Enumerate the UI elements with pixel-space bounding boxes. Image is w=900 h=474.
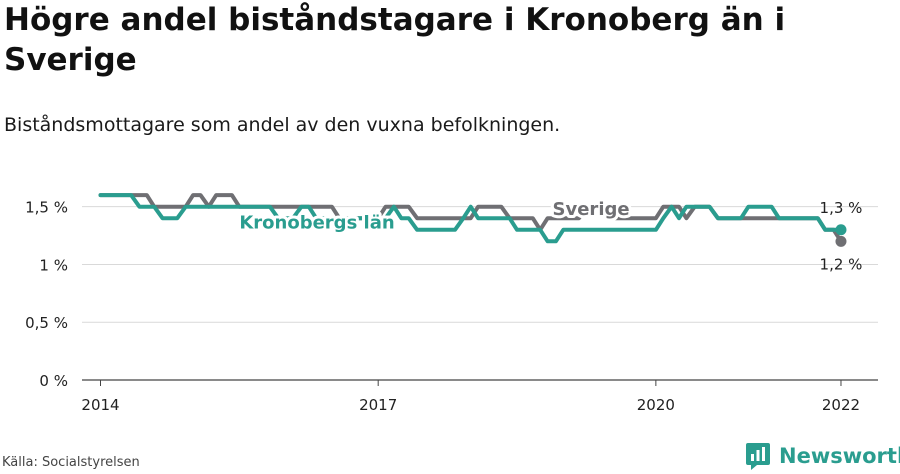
x-tick-label: 2017 [359,396,397,414]
brand-name: Newsworthy [779,444,900,468]
y-tick-label: 0,5 % [25,314,68,332]
data-label: 1,2 % [820,255,863,273]
chart-title: Högre andel biståndstagare i Kronoberg ä… [4,2,786,78]
y-tick-label: 1,5 % [25,199,68,217]
grid [82,206,878,381]
source-note: Källa: Socialstyrelsen [2,455,140,470]
series-name-label: Kronobergs län [239,213,394,234]
series-line [98,193,843,244]
series-lines [98,193,847,247]
y-tick-label: 1 % [39,256,68,274]
axes: 0 % 0,5 % 1 % 1,5 % 2014 2017 2020 2022 [25,199,860,414]
data-label: 1,3 % [820,199,863,217]
x-tick-label: 2022 [822,396,860,414]
y-tick-label: 0 % [39,372,68,390]
chart-subtitle: Biståndsmottagare som andel av den vuxna… [4,114,561,136]
newsworthy-logo-icon [746,443,770,470]
series-name-label: Sverige [553,199,630,220]
x-tick-label: 2020 [637,396,675,414]
brand-logo: Newsworthy [745,440,900,472]
series-labels: 1,3 % 1,2 % Kronobergs län Sverige [236,196,863,274]
line-chart: 0 %0,5 %1 %1,5 %2014 2017 2020 2022 1,3 %1,… [25,193,878,414]
series-end-point [835,224,847,236]
series-end-point [835,235,847,247]
x-tick-label: 2014 [81,396,119,414]
